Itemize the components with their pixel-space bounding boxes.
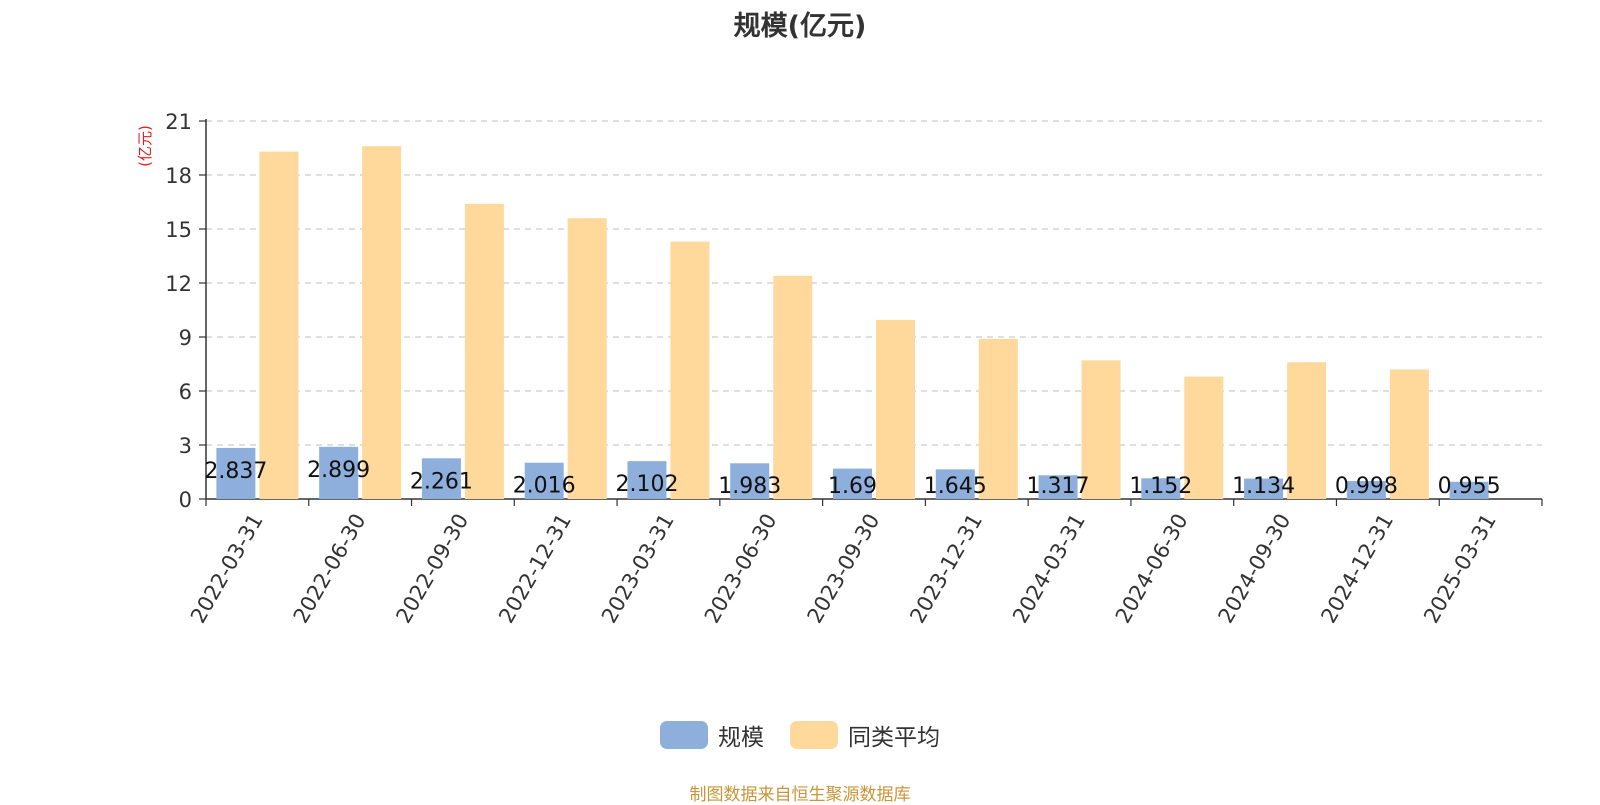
x-tick-label: 2023-09-30: [803, 510, 885, 628]
data-label-scale: 1.152: [1129, 474, 1192, 499]
bar-scale: [1449, 481, 1489, 499]
y-tick-label: 12: [165, 272, 192, 296]
y-tick-label: 18: [165, 164, 192, 188]
legend-item-scale[interactable]: 规模: [660, 718, 764, 752]
bar-peer-average: [362, 146, 402, 499]
data-source-note: 制图数据来自恒生聚源数据库: [689, 785, 911, 805]
bar-scale: [524, 462, 564, 499]
x-tick-label: 2022-03-31: [186, 510, 268, 628]
data-label-scale: 1.983: [718, 474, 781, 499]
bar-peer-average: [1287, 362, 1327, 499]
data-label-scale: 1.645: [924, 474, 987, 499]
data-label-scale: 2.261: [410, 469, 473, 494]
bar-scale: [1244, 478, 1284, 499]
x-tick-label: 2025-03-31: [1419, 510, 1501, 628]
x-tick-label: 2023-03-31: [597, 510, 679, 628]
x-tick-label: 2022-12-31: [494, 510, 576, 628]
bar-scale: [216, 447, 256, 499]
bar-peer-average: [773, 275, 813, 499]
bar-scale: [935, 469, 975, 499]
data-label-scale: 2.837: [204, 459, 267, 484]
legend-label-scale: 规模: [718, 725, 764, 751]
bar-peer-average: [464, 203, 504, 500]
bar-peer-average: [876, 319, 915, 499]
y-axis-title: (亿元): [136, 125, 154, 167]
bar-scale: [421, 458, 461, 499]
legend-swatch-peer-average: [790, 721, 838, 749]
x-tick-label: 2023-06-30: [700, 510, 782, 628]
x-tick-label: 2024-06-30: [1111, 510, 1193, 628]
bar-peer-average: [1081, 360, 1121, 499]
data-label-scale: 0.998: [1335, 474, 1398, 499]
data-label-scale: 2.016: [513, 474, 576, 499]
data-label-scale: 1.69: [828, 474, 877, 499]
bar-peer-average: [567, 218, 607, 499]
bar-scale: [1038, 475, 1078, 499]
bar-peer-average: [259, 151, 299, 499]
bar-scale: [627, 461, 667, 499]
data-label-scale: 2.102: [615, 472, 678, 497]
y-tick-label: 3: [179, 434, 192, 458]
bar-peer-average: [978, 338, 1018, 499]
x-tick-label: 2024-03-31: [1008, 510, 1090, 628]
chart-title: 规模(亿元): [733, 11, 867, 42]
bar-peer-average: [1389, 369, 1429, 499]
legend: 规模 同类平均: [0, 718, 1600, 752]
x-tick-label: 2022-06-30: [289, 510, 371, 628]
x-tick-label: 2022-09-30: [391, 510, 473, 628]
bar-peer-average: [1184, 376, 1224, 499]
bar-scale: [1141, 478, 1181, 499]
bar-scale: [833, 468, 872, 499]
bar-scale: [319, 446, 359, 499]
y-tick-label: 21: [165, 110, 192, 134]
data-label-scale: 1.317: [1027, 474, 1090, 499]
bar-scale: [1346, 481, 1386, 499]
legend-item-peer-average[interactable]: 同类平均: [790, 718, 940, 752]
x-tick-label: 2024-12-31: [1316, 510, 1398, 628]
data-label-scale: 0.955: [1438, 474, 1501, 499]
y-tick-label: 0: [179, 488, 192, 512]
legend-label-peer-average: 同类平均: [848, 725, 940, 751]
x-tick-label: 2023-12-31: [905, 510, 987, 628]
data-label-scale: 1.134: [1232, 474, 1295, 499]
bar-scale: [730, 463, 770, 499]
x-tick-label: 2024-09-30: [1214, 510, 1296, 628]
y-tick-label: 6: [179, 380, 192, 404]
y-tick-label: 15: [165, 218, 192, 242]
data-label-scale: 2.899: [307, 458, 370, 483]
y-tick-label: 9: [179, 326, 192, 350]
bar-peer-average: [670, 241, 710, 499]
legend-swatch-scale: [660, 721, 708, 749]
